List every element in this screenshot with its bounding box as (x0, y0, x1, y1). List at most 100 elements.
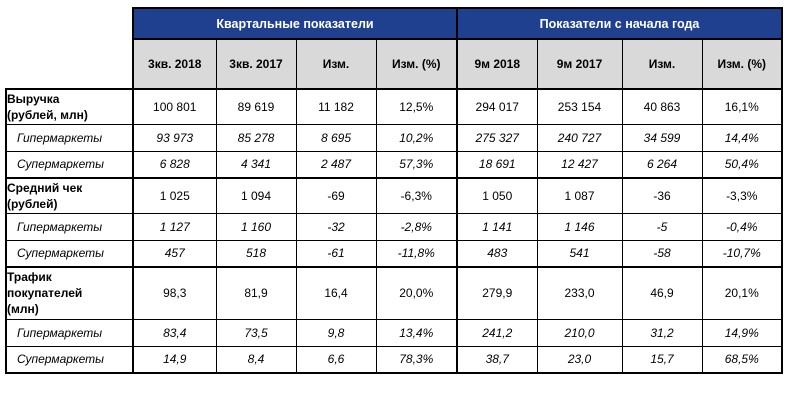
cell-revenue-hyper-9m-2017: 240 727 (536, 124, 623, 152)
row-label-traffic: Трафик покупателей (млн) (5, 266, 134, 320)
cell-revenue-super-q-change: 2 487 (295, 151, 377, 179)
cell-traffic-super-9m-2017: 23,0 (536, 346, 623, 374)
cell-revenue-hyper-ytd-change: 34 599 (621, 124, 703, 152)
cell-revenue-super-q3-2018: 6 828 (132, 151, 217, 179)
col-header-q-change: Изм. (295, 38, 377, 90)
row-label-revenue-hyper: Гипермаркеты (5, 124, 134, 152)
quarterly-header: Квартальные показатели (132, 7, 458, 40)
cell-avg-check-super-ytd-change: -58 (621, 240, 703, 268)
cell-revenue-super-ytd-change: 6 264 (621, 151, 703, 179)
cell-revenue-super-ytd-change-pct: 50,4% (701, 151, 783, 179)
col-header-9m-2017: 9м 2017 (536, 38, 623, 90)
table-row-revenue-super: Супермаркеты 6 828 4 341 2 487 57,3% 18 691 12… (5, 151, 783, 179)
cell-avg-check-ytd-change-pct: -3,3% (701, 177, 783, 214)
table-row-avg-check-super: Супермаркеты 457 518 -61 -11,8% 483 541 -58 -10,… (5, 240, 783, 268)
cell-avg-check-q3-2018: 1 025 (132, 177, 217, 214)
cell-traffic-hyper-ytd-change: 31,2 (621, 319, 703, 347)
cell-traffic-9m-2018: 279,9 (456, 266, 538, 320)
cell-traffic-q-change-pct: 20,0% (375, 266, 458, 320)
col-header-q-change-pct: Изм. (%) (375, 38, 458, 90)
ytd-header: Показатели с начала года (456, 7, 783, 40)
cell-avg-check-q-change-pct: -6,3% (375, 177, 458, 214)
cell-traffic-super-9m-2018: 38,7 (456, 346, 538, 374)
cell-avg-check-ytd-change: -36 (621, 177, 703, 214)
cell-traffic-hyper-9m-2017: 210,0 (536, 319, 623, 347)
cell-avg-check-super-q3-2017: 518 (215, 240, 297, 268)
cell-traffic-super-q-change-pct: 78,3% (375, 346, 458, 374)
table-row-traffic-hyper: Гипермаркеты 83,4 73,5 9,8 13,4% 241,2 210,0 31… (5, 319, 783, 347)
cell-avg-check-super-9m-2017: 541 (536, 240, 623, 268)
col-header-q3-2018: 3кв. 2018 (132, 38, 217, 90)
cell-avg-check-super-q-change: -61 (295, 240, 377, 268)
cell-revenue-q-change: 11 182 (295, 88, 377, 125)
row-label-traffic-super: Супермаркеты (5, 346, 134, 374)
table-row-traffic-super: Супермаркеты 14,9 8,4 6,6 78,3% 38,7 23,0 15,7 6… (5, 346, 783, 374)
table-row-avg-check: Средний чек (рублей) 1 025 1 094 -69 -6,3% 1 … (5, 177, 783, 214)
cell-avg-check-hyper-9m-2018: 1 141 (456, 213, 538, 241)
cell-revenue-super-9m-2017: 12 427 (536, 151, 623, 179)
table-row-revenue-hyper: Гипермаркеты 93 973 85 278 8 695 10,2% 275 32… (5, 124, 783, 152)
corner-blank-2 (6, 39, 133, 89)
col-header-ytd-change-pct: Изм. (%) (701, 38, 783, 90)
cell-revenue-super-q-change-pct: 57,3% (375, 151, 458, 179)
cell-avg-check-q-change: -69 (295, 177, 377, 214)
cell-traffic-q-change: 16,4 (295, 266, 377, 320)
cell-traffic-hyper-q3-2017: 73,5 (215, 319, 297, 347)
row-label-revenue: Выручка (рублей, млн) (5, 88, 134, 125)
cell-avg-check-super-ytd-change-pct: -10,7% (701, 240, 783, 268)
table-body: Выручка (рублей, млн) 100 801 89 619 11 182… (5, 88, 783, 374)
cell-avg-check-hyper-q3-2018: 1 127 (132, 213, 217, 241)
cell-traffic-hyper-ytd-change-pct: 14,9% (701, 319, 783, 347)
row-label-avg-check-super: Супермаркеты (5, 240, 134, 268)
cell-avg-check-super-9m-2018: 483 (456, 240, 538, 268)
kpi-table: Квартальные показатели Показатели с нача… (5, 7, 783, 374)
cell-avg-check-9m-2018: 1 050 (456, 177, 538, 214)
cell-revenue-q3-2017: 89 619 (215, 88, 297, 125)
cell-traffic-super-ytd-change: 15,7 (621, 346, 703, 374)
cell-avg-check-hyper-ytd-change-pct: -0,4% (701, 213, 783, 241)
cell-revenue-hyper-q-change: 8 695 (295, 124, 377, 152)
cell-revenue-ytd-change-pct: 16,1% (701, 88, 783, 125)
cell-revenue-hyper-q3-2018: 93 973 (132, 124, 217, 152)
table-row-revenue: Выручка (рублей, млн) 100 801 89 619 11 182… (5, 88, 783, 125)
cell-revenue-super-q3-2017: 4 341 (215, 151, 297, 179)
cell-avg-check-super-q3-2018: 457 (132, 240, 217, 268)
group-header-row: Квартальные показатели Показатели с нача… (6, 7, 783, 40)
cell-traffic-super-q3-2018: 14,9 (132, 346, 217, 374)
table-row-traffic: Трафик покупателей (млн) 98,3 81,9 16,4 20,0… (5, 266, 783, 320)
col-header-9m-2018: 9м 2018 (456, 38, 538, 90)
cell-avg-check-hyper-q3-2017: 1 160 (215, 213, 297, 241)
cell-revenue-hyper-q3-2017: 85 278 (215, 124, 297, 152)
row-label-avg-check: Средний чек (рублей) (5, 177, 134, 214)
row-label-traffic-hyper: Гипермаркеты (5, 319, 134, 347)
cell-traffic-q3-2018: 98,3 (132, 266, 217, 320)
row-label-avg-check-hyper: Гипермаркеты (5, 213, 134, 241)
cell-revenue-hyper-q-change-pct: 10,2% (375, 124, 458, 152)
cell-traffic-super-q-change: 6,6 (295, 346, 377, 374)
column-header-row: 3кв. 2018 3кв. 2017 Изм. Изм. (%) 9м 201… (6, 38, 783, 90)
cell-revenue-9m-2017: 253 154 (536, 88, 623, 125)
cell-traffic-9m-2017: 233,0 (536, 266, 623, 320)
cell-traffic-super-ytd-change-pct: 68,5% (701, 346, 783, 374)
cell-avg-check-hyper-9m-2017: 1 146 (536, 213, 623, 241)
cell-revenue-q3-2018: 100 801 (132, 88, 217, 125)
col-header-q3-2017: 3кв. 2017 (215, 38, 297, 90)
cell-avg-check-hyper-ytd-change: -5 (621, 213, 703, 241)
cell-revenue-q-change-pct: 12,5% (375, 88, 458, 125)
cell-traffic-ytd-change-pct: 20,1% (701, 266, 783, 320)
cell-revenue-9m-2018: 294 017 (456, 88, 538, 125)
table-row-avg-check-hyper: Гипермаркеты 1 127 1 160 -32 -2,8% 1 141 1 146… (5, 213, 783, 241)
cell-revenue-hyper-ytd-change-pct: 14,4% (701, 124, 783, 152)
cell-avg-check-super-q-change-pct: -11,8% (375, 240, 458, 268)
cell-avg-check-hyper-q-change: -32 (295, 213, 377, 241)
corner-blank (6, 8, 133, 39)
cell-traffic-q3-2017: 81,9 (215, 266, 297, 320)
cell-revenue-hyper-9m-2018: 275 327 (456, 124, 538, 152)
cell-traffic-ytd-change: 46,9 (621, 266, 703, 320)
cell-revenue-ytd-change: 40 863 (621, 88, 703, 125)
cell-traffic-hyper-q-change: 9,8 (295, 319, 377, 347)
cell-traffic-hyper-q-change-pct: 13,4% (375, 319, 458, 347)
cell-traffic-super-q3-2017: 8,4 (215, 346, 297, 374)
cell-revenue-super-9m-2018: 18 691 (456, 151, 538, 179)
cell-traffic-hyper-q3-2018: 83,4 (132, 319, 217, 347)
